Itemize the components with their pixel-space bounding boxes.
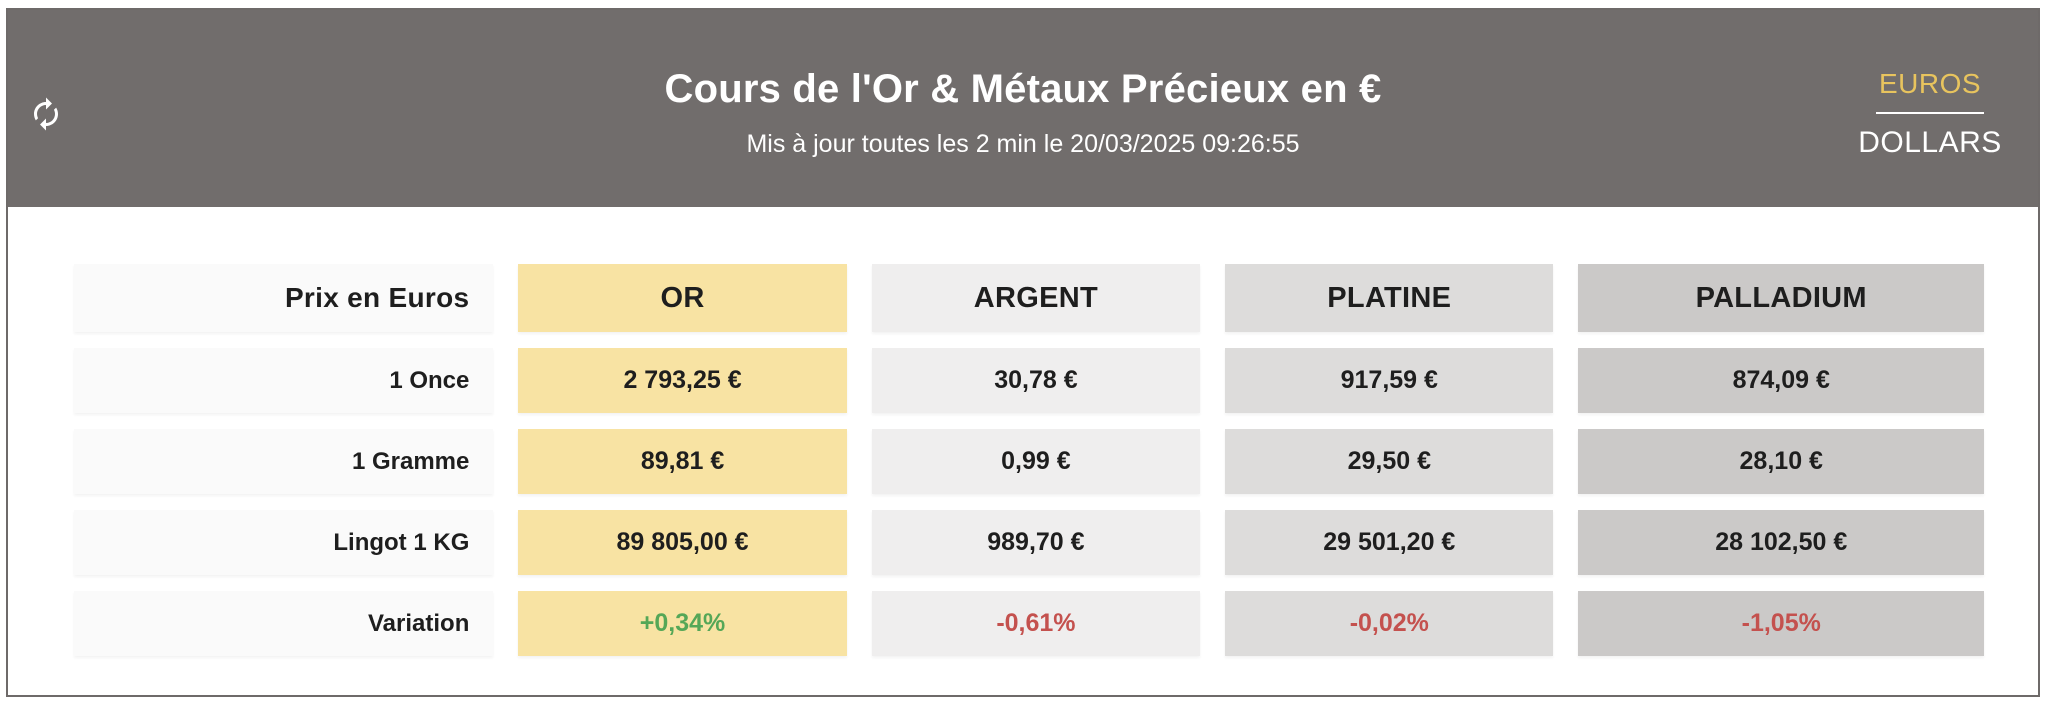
column-header-or: OR — [518, 264, 847, 332]
value-or-gramme: 89,81 € — [518, 429, 847, 494]
value-palladium-once: 874,09 € — [1578, 348, 1984, 413]
value-platine-lingot: 29 501,20 € — [1225, 510, 1554, 575]
variation-argent: -0,61% — [871, 591, 1201, 656]
value-platine-gramme: 29,50 € — [1225, 429, 1554, 494]
row-label-once: 1 Once — [74, 348, 494, 413]
value-argent-gramme: 0,99 € — [871, 429, 1201, 494]
corner-header-cell: Prix en Euros — [74, 264, 494, 332]
gold-price-widget: Cours de l'Or & Métaux Précieux en € Mis… — [6, 8, 2040, 697]
price-table: Prix en Euros 1 Once 1 Gramme Lingot 1 K… — [8, 207, 2038, 656]
page-title: Cours de l'Or & Métaux Précieux en € — [664, 66, 1382, 111]
variation-palladium: -1,05% — [1578, 591, 1984, 656]
value-or-lingot: 89 805,00 € — [518, 510, 847, 575]
refresh-button[interactable] — [26, 94, 66, 134]
column-header-palladium: PALLADIUM — [1578, 264, 1984, 332]
header-title-block: Cours de l'Or & Métaux Précieux en € Mis… — [8, 10, 2038, 207]
last-updated-text: Mis à jour toutes les 2 min le 20/03/202… — [746, 129, 1300, 158]
currency-option-euros[interactable]: EUROS — [1878, 68, 1982, 99]
currency-divider — [1876, 112, 1984, 114]
row-label-gramme: 1 Gramme — [74, 429, 494, 494]
currency-toggle: EUROS DOLLARS — [1850, 68, 2010, 160]
column-header-platine: PLATINE — [1225, 264, 1554, 332]
variation-platine: -0,02% — [1225, 591, 1554, 656]
column-argent: ARGENT 30,78 € 0,99 € 989,70 € -0,61% — [871, 264, 1201, 656]
column-platine: PLATINE 917,59 € 29,50 € 29 501,20 € -0,… — [1225, 264, 1554, 656]
value-or-once: 2 793,25 € — [518, 348, 847, 413]
row-label-variation: Variation — [74, 591, 494, 656]
column-header-argent: ARGENT — [871, 264, 1201, 332]
row-label-lingot: Lingot 1 KG — [74, 510, 494, 575]
column-palladium: PALLADIUM 874,09 € 28,10 € 28 102,50 € -… — [1578, 264, 1984, 656]
refresh-icon — [28, 96, 64, 132]
currency-option-dollars[interactable]: DOLLARS — [1858, 126, 2002, 159]
value-argent-once: 30,78 € — [871, 348, 1201, 413]
value-argent-lingot: 989,70 € — [871, 510, 1201, 575]
variation-or: +0,34% — [518, 591, 847, 656]
value-platine-once: 917,59 € — [1225, 348, 1554, 413]
value-palladium-lingot: 28 102,50 € — [1578, 510, 1984, 575]
widget-header: Cours de l'Or & Métaux Précieux en € Mis… — [8, 10, 2038, 207]
value-palladium-gramme: 28,10 € — [1578, 429, 1984, 494]
label-column: Prix en Euros 1 Once 1 Gramme Lingot 1 K… — [74, 264, 494, 656]
column-or: OR 2 793,25 € 89,81 € 89 805,00 € +0,34% — [518, 264, 847, 656]
